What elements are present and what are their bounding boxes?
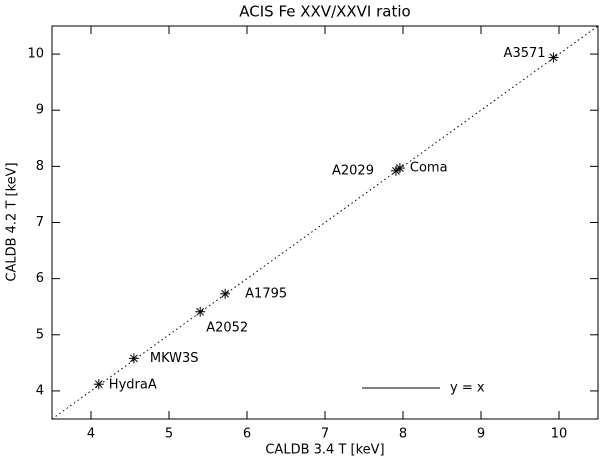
y-tick-label: 5 (36, 327, 44, 342)
x-tick-label: 8 (399, 427, 407, 442)
point-label: A3571 (504, 46, 546, 61)
x-tick-label: 5 (165, 427, 173, 442)
y-tick-label: 4 (36, 383, 44, 398)
x-axis-label: CALDB 3.4 T [keV] (265, 443, 384, 458)
point (93, 379, 104, 390)
x-tick-label: 10 (551, 427, 568, 442)
point (195, 306, 206, 317)
point (548, 52, 559, 63)
point (220, 288, 231, 299)
point-stroke (549, 53, 558, 62)
point-stroke (196, 307, 205, 316)
point-label: HydraA (109, 378, 157, 393)
chart-title: ACIS Fe XXV/XXVI ratio (239, 3, 410, 21)
point-stroke (94, 380, 103, 389)
x-tick-label: 4 (87, 427, 95, 442)
point-label: A2052 (206, 320, 248, 335)
x-tick-label: 7 (321, 427, 329, 442)
y-axis-label: CALDB 4.2 T [keV] (5, 162, 20, 281)
legend-label: y = x (450, 381, 485, 396)
point-label: Coma (410, 161, 448, 176)
y-tick-label: 6 (36, 271, 44, 286)
point-label: MKW3S (150, 351, 199, 366)
y-tick-label: 9 (36, 103, 44, 118)
point-stroke (221, 289, 230, 298)
point (394, 163, 405, 174)
point (390, 165, 401, 176)
point-stroke (129, 354, 138, 363)
x-tick-label: 6 (243, 427, 251, 442)
y-tick-label: 10 (27, 47, 44, 62)
point-stroke (395, 164, 404, 172)
point-label: A2029 (332, 163, 374, 178)
x-tick-label: 9 (477, 427, 485, 442)
point-label: A1795 (245, 286, 287, 301)
y-tick-label: 7 (36, 215, 44, 230)
point (128, 353, 139, 364)
y-tick-label: 8 (36, 159, 44, 174)
